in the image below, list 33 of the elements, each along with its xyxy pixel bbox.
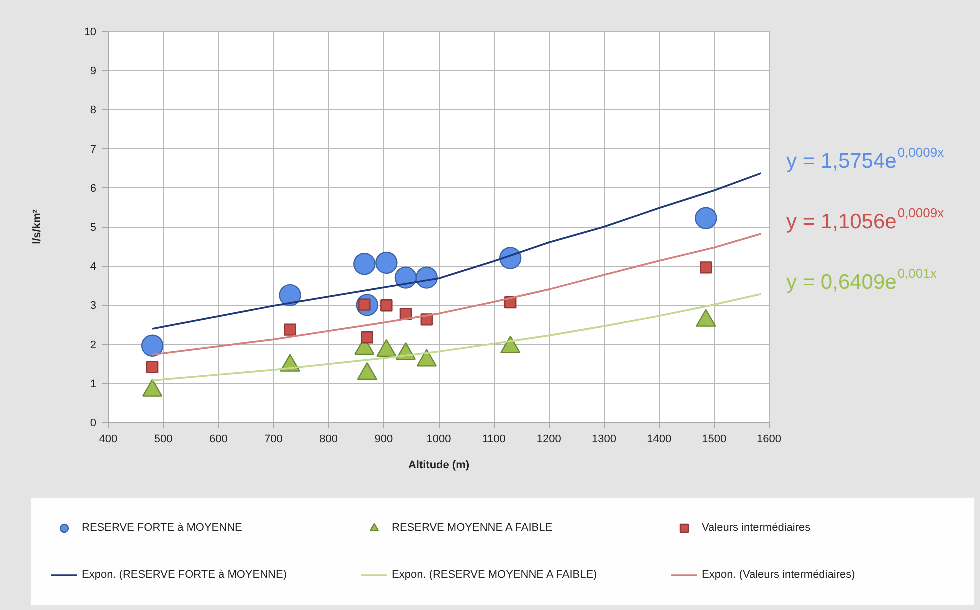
legend-label: Valeurs intermédiaires <box>702 522 812 534</box>
y-tick-label: 1 <box>90 378 97 390</box>
y-tick-label: 8 <box>90 104 97 117</box>
x-tick-label: 1300 <box>592 434 616 446</box>
y-tick-label: 2 <box>90 339 97 352</box>
legend-label: Expon. (RESERVE MOYENNE A FAIBLE) <box>392 569 598 581</box>
line-series <box>152 172 762 330</box>
y-tick-label: 9 <box>90 66 97 78</box>
y-tick-label: 3 <box>90 300 97 312</box>
y-tick-label: 10 <box>84 26 97 38</box>
legend-label: RESERVE MOYENNE A FAIBLE <box>392 522 554 534</box>
y-tick-label: 0 <box>90 418 97 430</box>
legend-label: Expon. (Valeurs intermédiaires) <box>702 569 856 581</box>
x-tick-label: 1600 <box>757 434 782 446</box>
x-tick-label: 400 <box>99 434 118 446</box>
x-tick-label: 700 <box>264 434 283 446</box>
x-tick-label: 1100 <box>482 434 506 446</box>
x-tick-label: 800 <box>320 434 338 446</box>
x-tick-label: 1200 <box>536 434 562 446</box>
legend-label: Expon. (RESERVE FORTE à MOYENNE) <box>82 569 288 581</box>
x-tick-label: 1000 <box>426 434 452 446</box>
x-tick-label: 500 <box>154 434 173 446</box>
y-tick-label: 5 <box>90 222 97 234</box>
y-axis-title: l/s/km² <box>31 209 44 244</box>
x-tick-label: 1400 <box>647 434 672 446</box>
y-tick-label: 6 <box>90 182 97 195</box>
x-tick-label: 600 <box>209 434 228 446</box>
x-axis-title: Altitude (m) <box>408 460 470 472</box>
x-tick-label: 900 <box>374 434 394 446</box>
legend-label: RESERVE FORTE à MOYENNE <box>82 522 244 534</box>
x-tick-label: 1500 <box>702 434 727 446</box>
y-tick-label: 4 <box>90 261 97 274</box>
y-tick-label: 7 <box>90 144 97 156</box>
